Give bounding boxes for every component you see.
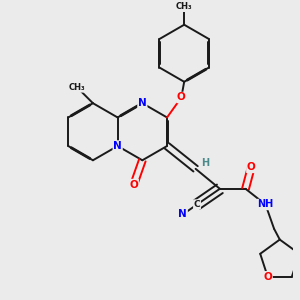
Text: H: H — [202, 158, 210, 168]
Text: N: N — [138, 98, 147, 108]
Text: CH₃: CH₃ — [69, 83, 85, 92]
Text: O: O — [177, 92, 186, 103]
Text: N: N — [113, 141, 122, 151]
Text: O: O — [263, 272, 272, 282]
Text: N: N — [178, 209, 187, 220]
Text: CH₃: CH₃ — [176, 2, 193, 11]
Text: NH: NH — [257, 200, 274, 209]
Text: O: O — [247, 162, 256, 172]
Text: O: O — [129, 179, 138, 190]
Text: C: C — [194, 200, 200, 209]
